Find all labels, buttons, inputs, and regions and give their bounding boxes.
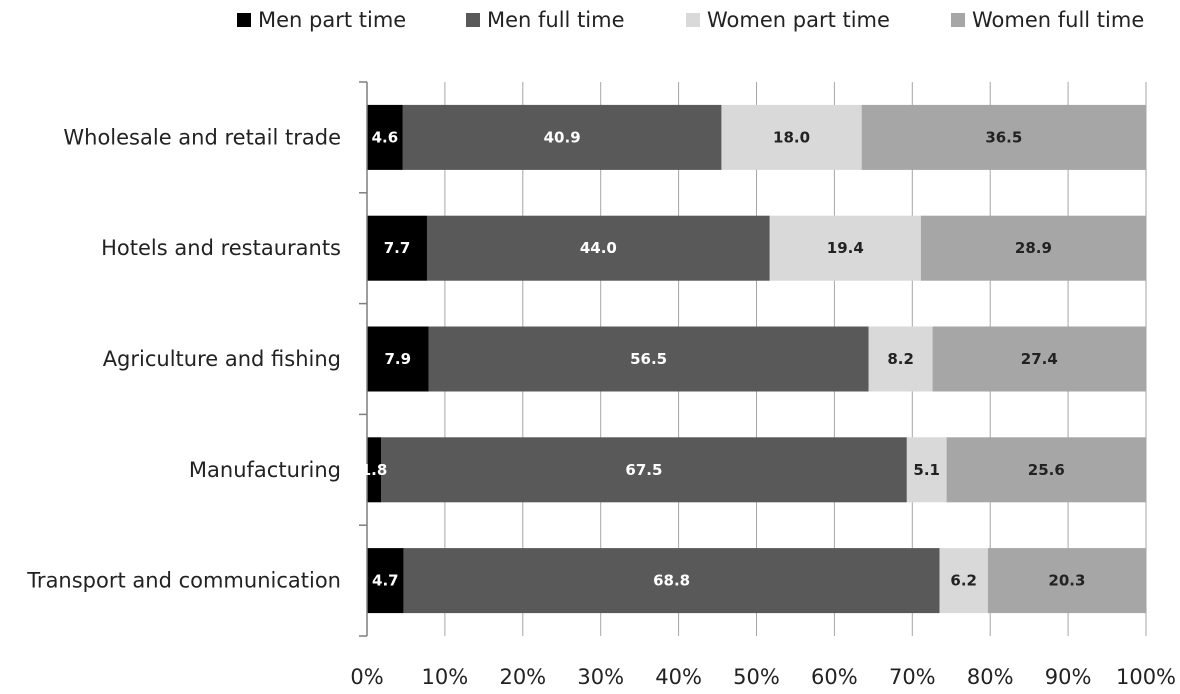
x-tick-label: 0% bbox=[350, 665, 383, 689]
bar-segment bbox=[920, 215, 1146, 281]
data-label: 18.0 bbox=[773, 128, 810, 146]
legend-label: Men part time bbox=[258, 8, 406, 32]
data-label: 19.4 bbox=[827, 239, 864, 257]
bar-segment bbox=[769, 215, 921, 281]
category-label: Hotels and restaurants bbox=[101, 236, 341, 260]
x-tick-label: 10% bbox=[422, 665, 469, 689]
data-label: 67.5 bbox=[625, 461, 662, 479]
bar-segment bbox=[402, 104, 722, 170]
bar-segment bbox=[367, 215, 427, 281]
bars bbox=[367, 104, 1146, 614]
category-label: Transport and communication bbox=[26, 569, 341, 593]
x-tick-label: 100% bbox=[1116, 665, 1176, 689]
data-label: 36.5 bbox=[985, 128, 1022, 146]
x-tick-label: 30% bbox=[577, 665, 624, 689]
bar-segment bbox=[381, 437, 907, 503]
bar-segment bbox=[721, 104, 862, 170]
data-label: 20.3 bbox=[1048, 572, 1085, 590]
x-tick-label: 70% bbox=[889, 665, 936, 689]
data-label: 6.2 bbox=[950, 572, 977, 590]
bar-segment bbox=[367, 104, 403, 170]
x-tick-label: 40% bbox=[655, 665, 702, 689]
data-label: 4.7 bbox=[372, 572, 399, 590]
data-label: 5.1 bbox=[913, 461, 940, 479]
legend-swatch bbox=[686, 13, 700, 27]
legend-swatch bbox=[237, 13, 251, 27]
x-tick-label: 80% bbox=[967, 665, 1014, 689]
bar-segment bbox=[861, 104, 1146, 170]
data-label: 25.6 bbox=[1028, 461, 1065, 479]
bar-segment bbox=[932, 326, 1146, 392]
axes bbox=[359, 81, 368, 637]
legend-label: Women part time bbox=[707, 8, 890, 32]
legend-label: Women full time bbox=[972, 8, 1144, 32]
category-label: Manufacturing bbox=[189, 458, 341, 482]
data-label: 7.9 bbox=[384, 350, 411, 368]
legend-swatch bbox=[466, 13, 480, 27]
bar-segment bbox=[367, 548, 404, 614]
x-tick-label: 90% bbox=[1045, 665, 1092, 689]
data-label: 68.8 bbox=[653, 572, 690, 590]
data-label: 7.7 bbox=[384, 239, 411, 257]
bar-segment bbox=[428, 326, 869, 392]
data-label: 1.8 bbox=[361, 461, 388, 479]
x-tick-label: 60% bbox=[811, 665, 858, 689]
data-label: 28.9 bbox=[1015, 239, 1052, 257]
bar-segment bbox=[906, 437, 947, 503]
category-label: Agriculture and fishing bbox=[103, 347, 341, 371]
data-label: 4.6 bbox=[372, 128, 399, 146]
bar-segment bbox=[939, 548, 988, 614]
x-tick-label: 50% bbox=[733, 665, 780, 689]
bar-segment bbox=[987, 548, 1146, 614]
legend: Men part time Men full time Women part tim… bbox=[237, 8, 1144, 32]
bar-segment bbox=[426, 215, 770, 281]
bar-segment bbox=[868, 326, 933, 392]
bar-segment bbox=[403, 548, 940, 614]
data-label: 27.4 bbox=[1021, 350, 1058, 368]
data-label: 44.0 bbox=[580, 239, 617, 257]
bar-segment bbox=[367, 437, 382, 503]
data-label: 40.9 bbox=[544, 128, 581, 146]
labels: 0% 10% 20% 30% 40% 50% 60% 70% 80% 90% 100% 4.6 40.9… bbox=[26, 125, 1176, 689]
legend-label: Men full time bbox=[487, 8, 625, 32]
legend-swatch bbox=[951, 13, 965, 27]
data-label: 8.2 bbox=[887, 350, 914, 368]
data-label: 56.5 bbox=[630, 350, 667, 368]
bar-segment bbox=[946, 437, 1146, 503]
bar-segment bbox=[367, 326, 429, 392]
x-tick-label: 20% bbox=[499, 665, 546, 689]
category-label: Wholesale and retail trade bbox=[63, 125, 341, 149]
